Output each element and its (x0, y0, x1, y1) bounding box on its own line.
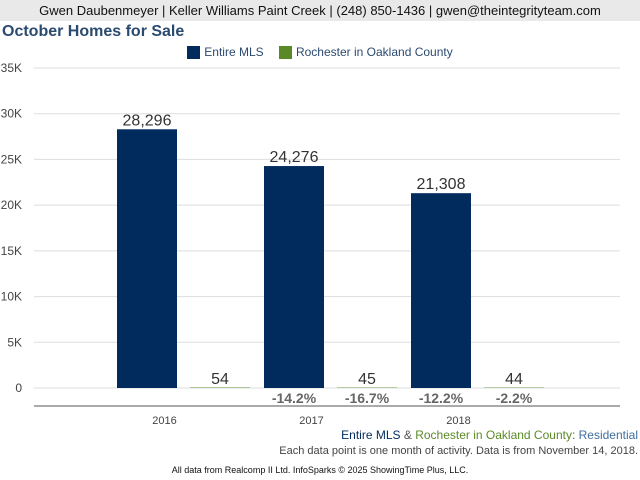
bar-entire-mls (411, 193, 471, 388)
data-note: Each data point is one month of activity… (279, 445, 638, 457)
y-tick-label: 25K (1, 152, 22, 166)
bar-entire-mls (117, 129, 177, 389)
bar-entire-mls (264, 166, 324, 388)
y-tick-label: 20K (1, 198, 22, 212)
y-tick-label: 0 (15, 381, 22, 395)
data-label-rochester: 54 (211, 371, 229, 388)
legend-item-entire-mls[interactable]: Entire MLS (187, 45, 264, 59)
agent-header: Gwen Daubenmeyer | Keller Williams Paint… (0, 0, 640, 21)
change-label-rochester: -2.2% (496, 390, 533, 406)
agent-header-text: Gwen Daubenmeyer | Keller Williams Paint… (39, 3, 601, 18)
y-tick-label: 10K (1, 290, 22, 304)
subtitle-entire-mls: Entire MLS (341, 428, 401, 442)
data-label-entire-mls: 24,276 (270, 149, 319, 166)
subtitle-colon: : (571, 428, 579, 442)
change-label-entire-mls: -12.2% (419, 390, 464, 406)
y-tick-label: 15K (1, 244, 22, 258)
bar-chart: 0 5K 10K 15K 20K 25K 30K 35K 28,296 54 2016 24,276 4… (1, 61, 620, 427)
chart-title: October Homes for Sale (2, 23, 185, 40)
x-tick-label: 2017 (299, 415, 323, 427)
data-label-entire-mls: 28,296 (123, 112, 172, 129)
x-tick-label: 2018 (446, 415, 470, 427)
chart-subtitle: Entire MLS & Rochester in Oakland County… (341, 428, 638, 442)
chart-legend: Entire MLS Rochester in Oakland County (0, 45, 640, 62)
subtitle-rochester: Rochester in Oakland County (415, 428, 572, 442)
legend-swatch-rochester (278, 45, 292, 59)
legend-item-rochester[interactable]: Rochester in Oakland County (278, 45, 453, 59)
x-tick-label: 2016 (152, 415, 176, 427)
legend-swatch-entire-mls (187, 45, 201, 59)
change-label-entire-mls: -14.2% (272, 390, 317, 406)
legend-label-rochester: Rochester in Oakland County (295, 45, 453, 59)
change-label-rochester: -16.7% (345, 390, 390, 406)
data-label-entire-mls: 21,308 (417, 176, 466, 193)
legend-label-entire-mls: Entire MLS (204, 45, 264, 59)
data-label-rochester: 44 (505, 371, 523, 388)
footer-credit: All data from Realcomp II Ltd. InfoSpark… (171, 465, 469, 475)
y-tick-label: 35K (1, 61, 22, 75)
subtitle-property-type: Residential (578, 428, 638, 442)
subtitle-ampersand: & (400, 428, 416, 442)
y-tick-label: 30K (1, 107, 22, 121)
data-label-rochester: 45 (358, 371, 376, 388)
y-tick-label: 5K (7, 335, 22, 349)
